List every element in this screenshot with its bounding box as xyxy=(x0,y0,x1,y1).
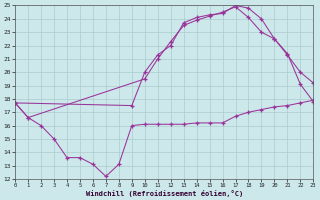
X-axis label: Windchill (Refroidissement éolien,°C): Windchill (Refroidissement éolien,°C) xyxy=(85,190,243,197)
